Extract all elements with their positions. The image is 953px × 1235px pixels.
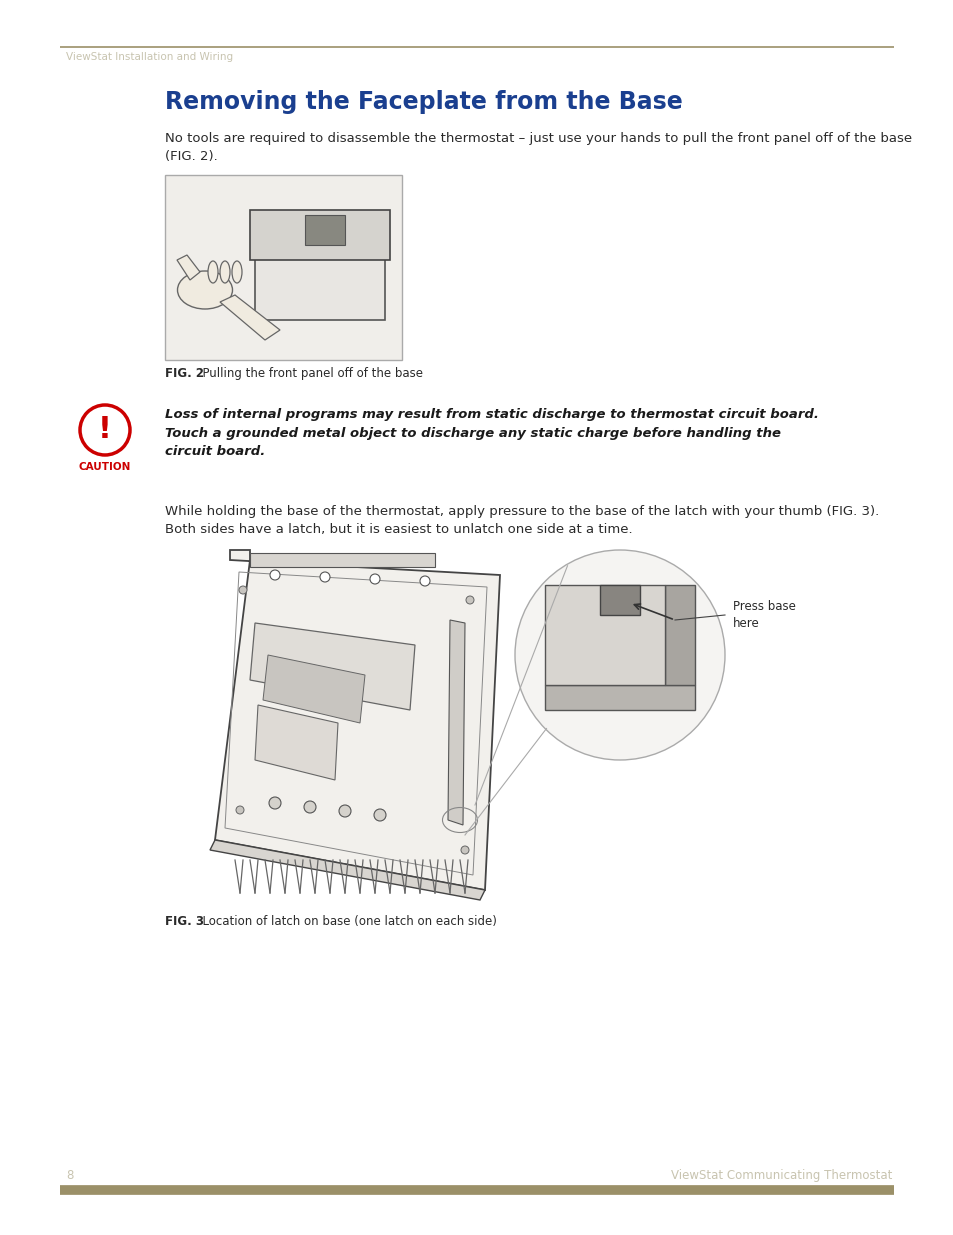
Polygon shape	[544, 585, 664, 685]
Polygon shape	[664, 585, 695, 685]
Circle shape	[235, 806, 244, 814]
Polygon shape	[250, 210, 390, 261]
Circle shape	[304, 802, 315, 813]
Circle shape	[270, 571, 280, 580]
Circle shape	[374, 809, 386, 821]
Polygon shape	[544, 685, 695, 710]
Ellipse shape	[220, 261, 230, 283]
Circle shape	[80, 405, 130, 454]
Text: Loss of internal programs may result from static discharge to thermostat circuit: Loss of internal programs may result fro…	[165, 408, 818, 458]
Polygon shape	[210, 840, 484, 900]
Circle shape	[465, 597, 474, 604]
Circle shape	[515, 550, 724, 760]
Text: Press base
here: Press base here	[732, 600, 795, 630]
Text: ViewStat Communicating Thermostat: ViewStat Communicating Thermostat	[670, 1170, 891, 1182]
Text: Location of latch on base (one latch on each side): Location of latch on base (one latch on …	[194, 915, 497, 927]
Text: No tools are required to disassemble the thermostat – just use your hands to pul: No tools are required to disassemble the…	[165, 132, 911, 163]
Bar	[305, 215, 345, 245]
Polygon shape	[214, 550, 499, 890]
Text: FIG. 2: FIG. 2	[165, 367, 204, 380]
Polygon shape	[448, 620, 464, 825]
Polygon shape	[263, 655, 365, 722]
Text: FIG. 3: FIG. 3	[165, 915, 204, 927]
Polygon shape	[250, 553, 435, 567]
Circle shape	[370, 574, 379, 584]
Text: 8: 8	[66, 1170, 73, 1182]
Circle shape	[338, 805, 351, 818]
Circle shape	[269, 797, 281, 809]
Circle shape	[239, 585, 247, 594]
Text: Pulling the front panel off of the base: Pulling the front panel off of the base	[194, 367, 422, 380]
Polygon shape	[250, 622, 415, 710]
Circle shape	[460, 846, 469, 853]
Text: CAUTION: CAUTION	[79, 462, 132, 472]
Circle shape	[419, 576, 430, 585]
Circle shape	[319, 572, 330, 582]
Polygon shape	[254, 705, 337, 781]
Ellipse shape	[232, 261, 242, 283]
Bar	[254, 230, 385, 320]
Text: While holding the base of the thermostat, apply pressure to the base of the latc: While holding the base of the thermostat…	[165, 505, 879, 536]
Polygon shape	[220, 295, 280, 340]
Polygon shape	[177, 254, 200, 280]
Ellipse shape	[208, 261, 218, 283]
Polygon shape	[599, 585, 639, 615]
Text: Removing the Faceplate from the Base: Removing the Faceplate from the Base	[165, 90, 682, 114]
Ellipse shape	[177, 270, 233, 309]
Text: !: !	[98, 415, 112, 445]
Bar	[165, 175, 401, 359]
Text: ViewStat Installation and Wiring: ViewStat Installation and Wiring	[66, 52, 233, 62]
